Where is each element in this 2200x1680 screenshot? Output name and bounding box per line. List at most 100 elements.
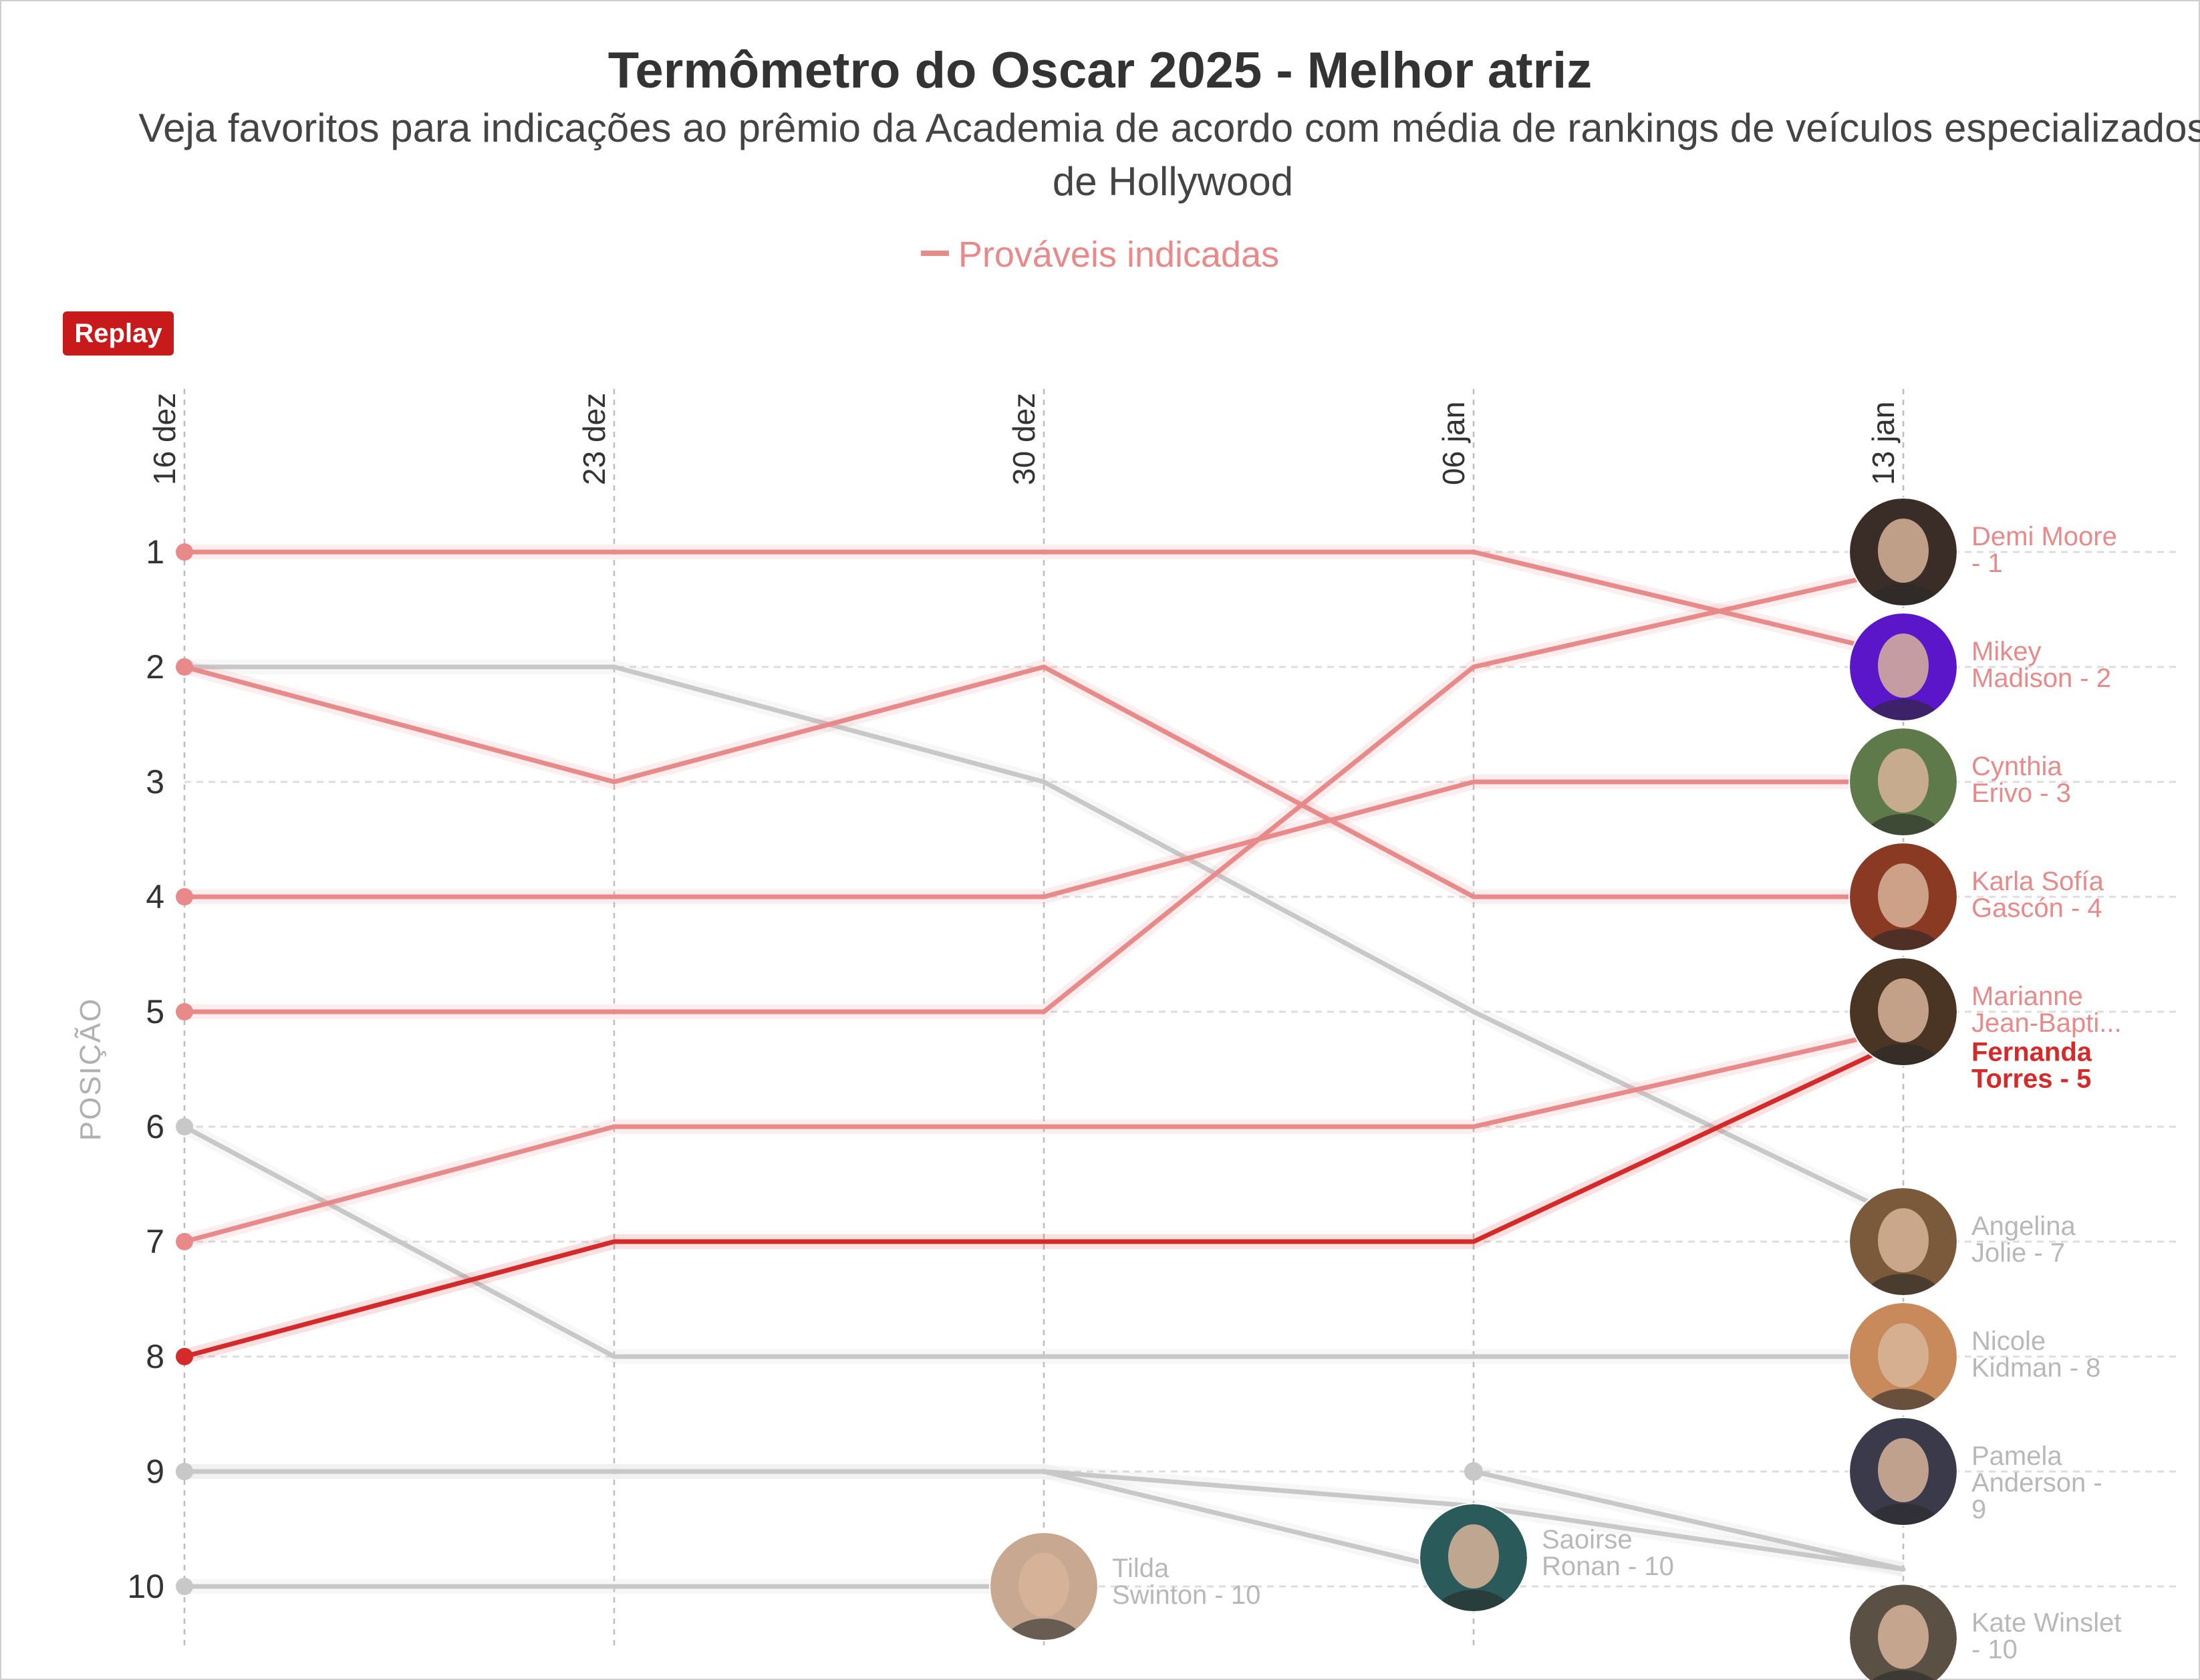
avatar-photo: [990, 1533, 1097, 1640]
series-label-line: Jean-Bapti...: [1971, 1008, 2122, 1038]
series-label-line: - 1: [1971, 549, 2003, 578]
series-line: [182, 549, 1906, 658]
series-label-line: Marianne: [1971, 982, 2083, 1011]
series-label-line: Swinton - 10: [1112, 1580, 1260, 1610]
avatar-shoulders: [1862, 1389, 1945, 1410]
series-labels: Demi Moore - 1 Mikey Madison - 2 Cynthia Eriv…: [989, 497, 2122, 1680]
avatar: [1848, 612, 1958, 722]
avatar-photo: [1850, 1584, 1957, 1680]
series-start-point: [176, 1463, 193, 1480]
series-label: Fernanda Torres - 5: [1971, 1037, 2092, 1093]
series-label: Cynthia Erivo - 3: [1971, 752, 2071, 808]
chart-title: Termômetro do Oscar 2025 - Melhor atriz: [607, 42, 1593, 99]
avatar-shoulders: [1432, 1590, 1515, 1611]
series-line: [1471, 1469, 1906, 1572]
avatar-photo: [1850, 728, 1957, 835]
series-label-line: Pamela: [1971, 1441, 2062, 1471]
series-karla-sof-a-gasc-n: [176, 658, 1906, 904]
series-label: Tilda Swinton - 10: [1112, 1554, 1260, 1610]
series-line: [182, 664, 1906, 1222]
avatar-face: [1878, 519, 1929, 583]
y-tick-label: 1: [146, 533, 164, 571]
y-tick-label: 6: [146, 1108, 164, 1145]
avatar-shoulders: [1862, 699, 1945, 720]
series-start-point: [176, 1233, 193, 1250]
avatar: [1848, 1187, 1958, 1296]
series-label-line: Karla Sofía: [1971, 867, 2104, 896]
avatar-shoulders: [1862, 1504, 1945, 1525]
series-line: [182, 1038, 1906, 1359]
series-halo: [182, 1022, 1905, 1249]
avatar: [1848, 842, 1958, 952]
series-label-line: Jolie - 7: [1971, 1238, 2065, 1268]
series-label: Pamela Anderson -9: [1971, 1441, 2102, 1524]
avatar-face: [1448, 1524, 1499, 1588]
series-line: [182, 779, 1906, 899]
avatar-face: [1878, 1438, 1929, 1502]
series-start-point: [176, 658, 193, 676]
legend-label: Prováveis indicadas: [958, 235, 1280, 275]
avatar-face: [1878, 1323, 1929, 1387]
avatar-photo: [1850, 958, 1957, 1065]
series-start-point: [176, 888, 193, 905]
series-label: Saoirse Ronan - 10: [1542, 1525, 1674, 1581]
series-start-point: [176, 1118, 193, 1135]
y-tick-label: 8: [146, 1338, 164, 1375]
avatar-photo: [1850, 843, 1957, 950]
avatar: [1848, 1417, 1958, 1526]
series-label-line: Madison - 2: [1971, 664, 2111, 693]
avatar-shoulders: [1862, 1044, 1945, 1065]
series-label: Marianne Jean-Bapti...: [1971, 982, 2122, 1038]
series-label: Mikey Madison - 2: [1971, 637, 2111, 693]
avatar: [1848, 957, 1958, 1067]
avatar-face: [1878, 1208, 1929, 1272]
y-tick-label: 7: [146, 1223, 164, 1260]
avatar-photo: [1850, 1188, 1957, 1295]
chart-subtitle: Veja favoritos para indicações ao prêmio…: [138, 106, 2200, 204]
series-halo: [184, 660, 1907, 1226]
series-line: [182, 567, 1906, 1014]
series-start-point: [176, 543, 193, 561]
series-label-line: Demi Moore: [1971, 522, 2117, 551]
avatar-face: [1878, 1604, 1929, 1669]
series-label-line: Tilda: [1112, 1554, 1170, 1583]
series-label-line: Anderson -: [1971, 1468, 2102, 1498]
avatar-photo: [1850, 613, 1957, 720]
legend[interactable]: Prováveis indicadas: [0, 234, 2200, 275]
series-lines: [176, 543, 1907, 1595]
avatar-face: [1878, 748, 1929, 813]
series-marianne-jean-baptiste: [176, 1022, 1906, 1250]
avatar: [1848, 1302, 1958, 1411]
avatar-shoulders: [1002, 1619, 1085, 1640]
series-label-line: Erivo - 3: [1971, 779, 2071, 808]
series-angelina-jolie: [176, 658, 1907, 1226]
avatar-face: [1018, 1553, 1069, 1617]
replay-button[interactable]: Replay: [63, 311, 174, 356]
y-axis-title: POSIÇÃO: [74, 998, 107, 1141]
avatar: [989, 1532, 1099, 1641]
series-label-line: Kidman - 8: [1971, 1353, 2100, 1383]
avatar: [1848, 497, 1958, 607]
series-label-line: Mikey: [1971, 637, 2041, 666]
x-tick-label: 23 dez: [577, 393, 611, 485]
avatar: [1848, 727, 1958, 837]
series-label-line: Gascón - 4: [1971, 893, 2102, 923]
series-label: Demi Moore - 1: [1971, 522, 2117, 578]
series-label-line: Kate Winslet: [1971, 1608, 2122, 1637]
series-label-line: Saoirse: [1542, 1525, 1633, 1554]
series-fernanda-torres: [176, 1034, 1907, 1365]
series-label: Angelina Jolie - 7: [1971, 1212, 2076, 1268]
series-label: Karla Sofía Gascón - 4: [1971, 867, 2104, 923]
series-label-line: Nicole: [1971, 1326, 2046, 1356]
y-tick-label: 4: [146, 878, 164, 916]
series-label-line: Cynthia: [1971, 752, 2062, 781]
series-label-line: Fernanda: [1971, 1037, 2092, 1067]
y-tick-label: 5: [146, 993, 164, 1030]
y-tick-label: 3: [146, 763, 164, 801]
avatar-face: [1878, 863, 1929, 928]
series-label-line: 9: [1971, 1495, 1986, 1524]
series-label-line: Torres - 5: [1971, 1064, 2091, 1093]
series-mikey-madison: [176, 543, 1906, 663]
